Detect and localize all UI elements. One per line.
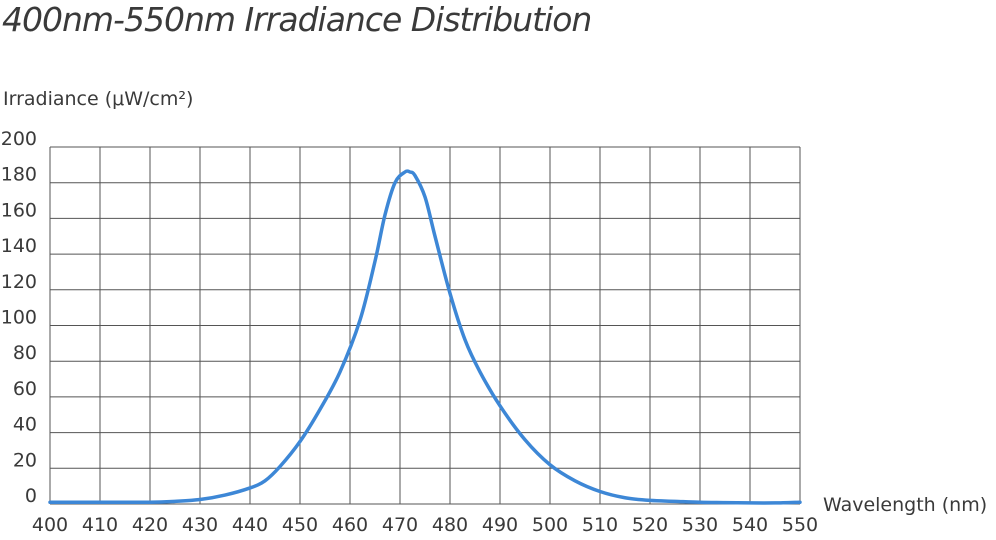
x-tick-label: 480 xyxy=(432,514,468,536)
x-tick-label: 470 xyxy=(382,514,418,536)
x-tick-label: 510 xyxy=(582,514,618,536)
x-tick-label: 460 xyxy=(332,514,368,536)
y-tick-label: 160 xyxy=(1,199,37,221)
series-lines xyxy=(48,169,802,505)
y-tick-label: 180 xyxy=(1,164,37,186)
x-axis-label: Wavelength (nm) xyxy=(823,494,987,516)
x-tick-label: 440 xyxy=(232,514,268,536)
chart-title: 400nm-550nm Irradiance Distribution xyxy=(2,0,592,39)
y-axis-label: Irradiance (μW/cm²) xyxy=(3,88,194,110)
x-tick-label: 410 xyxy=(82,514,118,536)
y-tick-label: 20 xyxy=(13,449,37,471)
x-tick-label: 540 xyxy=(732,514,768,536)
x-tick-label: 420 xyxy=(132,514,168,536)
x-tick-label: 400 xyxy=(32,514,68,536)
y-tick-label: 60 xyxy=(13,378,37,400)
x-tick-label: 430 xyxy=(182,514,218,536)
x-tick-label: 450 xyxy=(282,514,318,536)
y-tick-label: 140 xyxy=(1,235,37,257)
x-tick-label: 490 xyxy=(482,514,518,536)
y-tick-label: 200 xyxy=(1,128,37,150)
x-tick-label: 550 xyxy=(782,514,818,536)
grid-lines xyxy=(49,146,801,505)
x-tick-label: 520 xyxy=(632,514,668,536)
x-tick-labels: 400 410 420 430 440 450 460 470 480 490 500 510 520 5… xyxy=(32,514,818,536)
y-tick-label: 120 xyxy=(1,271,37,293)
y-tick-label: 0 xyxy=(25,485,37,507)
y-tick-label: 80 xyxy=(13,342,37,364)
y-tick-label: 100 xyxy=(1,307,37,329)
x-tick-label: 500 xyxy=(532,514,568,536)
y-tick-label: 40 xyxy=(13,414,37,436)
irradiance-series-line xyxy=(48,169,802,505)
x-tick-label: 530 xyxy=(682,514,718,536)
y-tick-labels: 0 20 40 60 80 100 120 140 160 180 200 xyxy=(1,128,37,507)
